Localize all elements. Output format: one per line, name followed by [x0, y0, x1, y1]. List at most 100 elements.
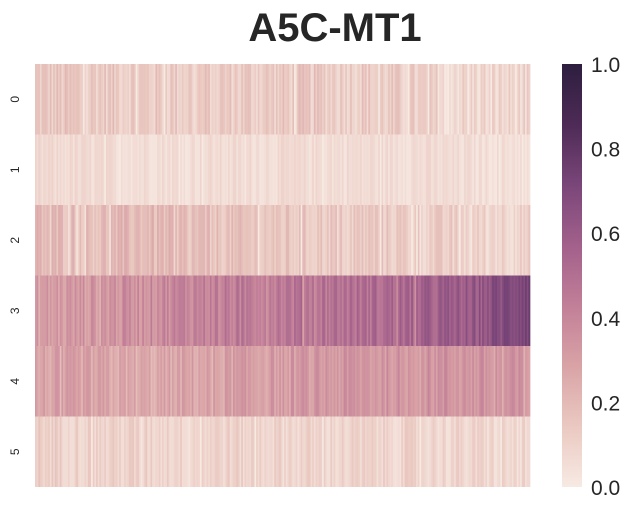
heatmap-cell — [465, 64, 468, 135]
heatmap-cell — [389, 275, 392, 346]
heatmap-cell — [378, 346, 381, 417]
heatmap-cell — [259, 64, 262, 135]
heatmap-cell — [464, 346, 466, 417]
heatmap-cell — [277, 205, 280, 276]
heatmap-cell — [454, 134, 457, 205]
heatmap-cell — [468, 275, 471, 346]
heatmap-cell — [170, 205, 173, 276]
heatmap-cell — [101, 346, 103, 417]
heatmap-cell — [124, 275, 127, 346]
heatmap-cell — [434, 134, 437, 205]
heatmap-cell — [379, 64, 382, 135]
heatmap-cell — [43, 346, 46, 417]
heatmap-cell — [294, 275, 297, 346]
heatmap-cell — [43, 275, 46, 346]
heatmap-cell — [394, 205, 397, 276]
heatmap-cell — [365, 134, 367, 205]
heatmap-cell — [492, 416, 495, 487]
heatmap-cell — [270, 275, 273, 346]
heatmap-cell — [525, 275, 528, 346]
heatmap-cell — [282, 275, 285, 346]
heatmap-cell — [322, 134, 325, 205]
heatmap-cell — [173, 205, 176, 276]
heatmap-cell — [39, 275, 42, 346]
heatmap-cell — [186, 64, 189, 135]
heatmap-cell — [358, 346, 361, 417]
heatmap-cell — [419, 416, 422, 487]
heatmap-cell — [115, 134, 118, 205]
heatmap-cell — [38, 416, 41, 487]
heatmap-cell — [140, 416, 143, 487]
heatmap-cell — [333, 205, 336, 276]
heatmap-cell — [343, 64, 346, 135]
heatmap-cell — [51, 346, 54, 417]
heatmap-cell — [414, 64, 417, 135]
heatmap-cell — [51, 134, 54, 205]
heatmap-cell — [432, 346, 435, 417]
heatmap-cell — [332, 205, 334, 276]
heatmap-cell — [350, 134, 353, 205]
heatmap-cell — [178, 134, 181, 205]
heatmap-cell — [219, 346, 222, 417]
heatmap-cell — [510, 64, 513, 135]
heatmap-cell — [302, 275, 305, 346]
heatmap-cell — [515, 346, 518, 417]
heatmap-cell — [68, 134, 70, 205]
heatmap-cell — [422, 64, 425, 135]
heatmap-cell — [320, 346, 323, 417]
heatmap-cell — [264, 275, 267, 346]
heatmap-cell — [275, 416, 278, 487]
heatmap-cell — [69, 64, 72, 135]
heatmap-cell — [401, 205, 404, 276]
heatmap-cell — [371, 416, 374, 487]
heatmap-cell — [242, 275, 245, 346]
heatmap-cell — [432, 416, 435, 487]
heatmap-cell — [59, 205, 62, 276]
heatmap-cell — [366, 346, 369, 417]
heatmap-cell — [171, 346, 174, 417]
heatmap-cell — [109, 346, 112, 417]
heatmap-cell — [414, 416, 417, 487]
heatmap-cell — [99, 134, 102, 205]
heatmap-cell — [39, 205, 42, 276]
heatmap-cell — [102, 205, 105, 276]
heatmap-cell — [274, 275, 277, 346]
heatmap-cell — [277, 64, 280, 135]
heatmap-cell — [520, 64, 523, 135]
heatmap-cell — [348, 64, 351, 135]
heatmap-cell — [79, 205, 82, 276]
heatmap-cell — [346, 64, 349, 135]
heatmap-cell — [102, 134, 105, 205]
heatmap-cell — [353, 205, 356, 276]
heatmap-cell — [399, 205, 402, 276]
heatmap-cell — [236, 275, 239, 346]
heatmap-cell — [325, 205, 328, 276]
heatmap-cell — [134, 416, 136, 487]
heatmap-cell — [69, 134, 72, 205]
heatmap-cell — [427, 346, 430, 417]
heatmap-cell — [71, 416, 74, 487]
heatmap-cell — [407, 205, 410, 276]
heatmap-cell — [180, 205, 183, 276]
heatmap-cell — [122, 346, 125, 417]
heatmap-cell — [282, 134, 285, 205]
heatmap-cell — [353, 275, 356, 346]
heatmap-cell — [180, 64, 183, 135]
heatmap-cell — [467, 134, 470, 205]
heatmap-cell — [312, 275, 315, 346]
heatmap-cell — [416, 205, 419, 276]
heatmap-cell — [64, 64, 67, 135]
heatmap-cell — [242, 416, 245, 487]
heatmap-cell — [206, 205, 209, 276]
heatmap-cell — [503, 275, 506, 346]
heatmap-cell — [86, 416, 89, 487]
heatmap-cell — [477, 275, 480, 346]
heatmap-cell — [404, 275, 407, 346]
heatmap-cell — [125, 205, 128, 276]
heatmap-cell — [292, 134, 295, 205]
heatmap-cell — [308, 134, 311, 205]
heatmap-cell — [412, 205, 415, 276]
heatmap-cell — [269, 134, 272, 205]
heatmap-cell — [246, 64, 249, 135]
heatmap-cell — [200, 205, 202, 276]
